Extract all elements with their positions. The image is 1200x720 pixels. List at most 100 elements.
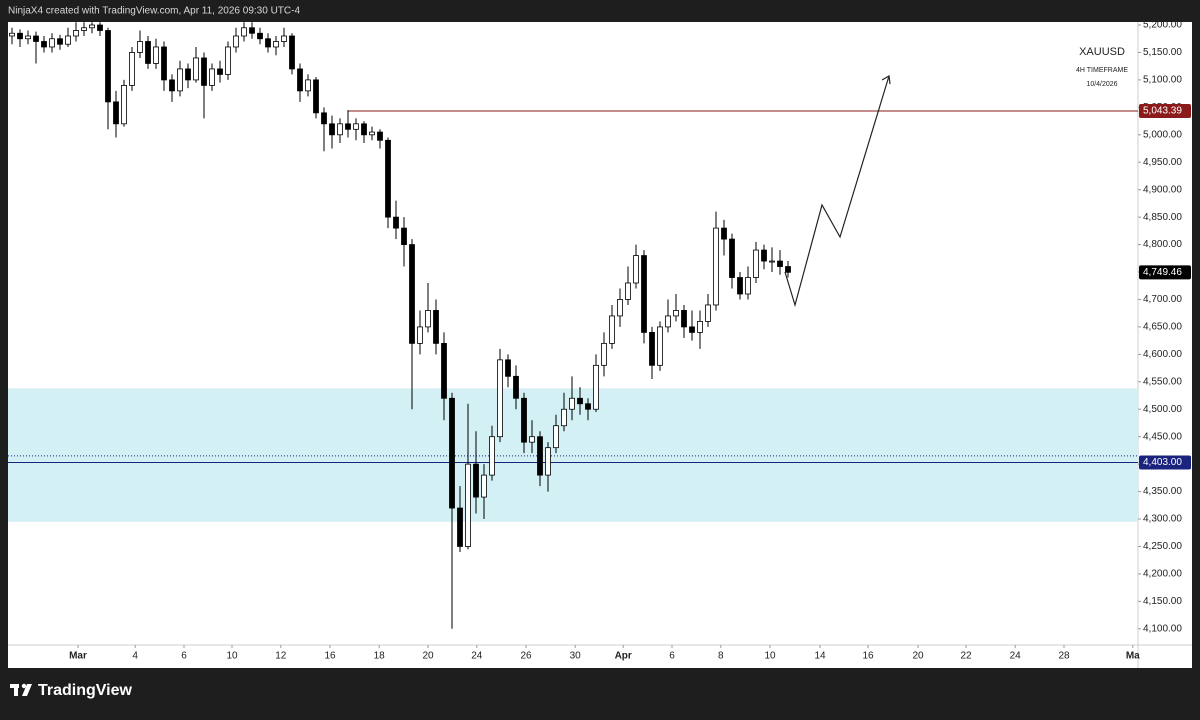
price-axis	[1138, 22, 1192, 645]
candle-body	[465, 463, 471, 547]
candle-body	[241, 27, 247, 37]
candle-body	[441, 342, 447, 399]
annotation: 4H TIMEFRAME	[1076, 67, 1128, 74]
candle-body	[65, 35, 71, 45]
brand: TradingView	[38, 682, 133, 699]
candle-body	[17, 32, 23, 40]
candle-body	[89, 24, 95, 29]
price-tag	[1139, 103, 1191, 118]
x-tick-label: 4	[132, 651, 138, 662]
candle-body	[345, 123, 351, 130]
candle-body	[617, 299, 623, 317]
x-tick-label: 30	[570, 651, 582, 662]
candle-body	[313, 79, 319, 114]
y-tick-label: 4,850.00	[1143, 212, 1182, 223]
candle-body	[257, 32, 263, 40]
x-tick-label: 16	[324, 651, 336, 662]
candle-body	[633, 255, 639, 284]
candle-body	[505, 359, 511, 377]
logo-slash	[22, 684, 32, 696]
x-tick-label: 22	[960, 651, 972, 662]
candle-body	[273, 41, 279, 48]
candle-body	[169, 79, 175, 92]
candle-body	[105, 30, 111, 103]
y-tick-label: 4,550.00	[1143, 376, 1182, 387]
y-tick-label: 5,200.00	[1143, 20, 1182, 31]
x-tick-label: 20	[422, 651, 434, 662]
price-tag	[1139, 455, 1191, 470]
candle-body	[601, 342, 607, 366]
x-tick-label: 24	[471, 651, 483, 662]
candle-body	[177, 68, 183, 92]
candle-body	[353, 123, 359, 130]
x-tick-label: 6	[669, 651, 675, 662]
candle-body	[425, 310, 431, 328]
candle-body	[545, 447, 551, 476]
candle-body	[73, 30, 79, 37]
candle-body	[489, 436, 495, 476]
x-tick-label: 18	[374, 651, 386, 662]
y-tick-label: 4,900.00	[1143, 184, 1182, 195]
y-tick-label: 5,000.00	[1143, 129, 1182, 140]
candle-body	[681, 310, 687, 328]
price-tag-label: 5,043.39	[1143, 106, 1182, 117]
projection-arrow	[784, 75, 890, 308]
candle-body	[33, 35, 39, 42]
y-tick-label: 4,250.00	[1143, 541, 1182, 552]
candle-body	[585, 403, 591, 410]
candle-body	[41, 41, 47, 48]
candle-body	[537, 436, 543, 476]
candle-body	[481, 474, 487, 498]
candle-body	[449, 397, 455, 509]
candle-body	[361, 123, 367, 136]
logo: TradingView	[10, 682, 133, 699]
candle-body	[625, 282, 631, 300]
candle-body	[561, 408, 567, 427]
arrow-head	[881, 75, 891, 85]
candle-body	[657, 326, 663, 366]
candle-body	[777, 260, 783, 267]
candle-body	[713, 227, 719, 306]
x-tick-label: Ma	[1126, 651, 1140, 662]
candle-body	[641, 255, 647, 333]
x-tick-label: 10	[764, 651, 776, 662]
candle-body	[377, 131, 383, 141]
candle-body	[49, 38, 55, 48]
x-tick-label: 24	[1010, 651, 1022, 662]
candle-body	[337, 123, 343, 136]
candle-body	[121, 84, 127, 125]
candle-body	[529, 436, 535, 443]
candle-body	[697, 321, 703, 333]
candle-body	[9, 32, 15, 37]
x-tick-label: 28	[1058, 651, 1070, 662]
candle-body	[737, 277, 743, 295]
candle-body	[25, 35, 31, 40]
candle-body	[57, 38, 63, 45]
x-tick-label: 12	[275, 651, 287, 662]
candle-body	[329, 123, 335, 136]
candle-body	[305, 79, 311, 92]
y-tick-label: 5,150.00	[1143, 47, 1182, 58]
price-tag	[1139, 265, 1191, 280]
candle-body	[129, 52, 135, 86]
candle-body	[721, 227, 727, 240]
annotation: 10/4/2026	[1086, 81, 1117, 88]
y-tick-label: 4,650.00	[1143, 322, 1182, 333]
x-tick-label: Mar	[69, 651, 87, 662]
candle-body	[153, 46, 159, 64]
candle-body	[113, 101, 119, 125]
candle-body	[689, 326, 695, 333]
y-tick-label: 4,600.00	[1143, 349, 1182, 360]
candle-body	[409, 244, 415, 344]
candle-body	[393, 216, 399, 229]
candle-body	[513, 375, 519, 399]
y-tick-label: 4,800.00	[1143, 239, 1182, 250]
x-tick-label: 8	[718, 651, 724, 662]
candle-body	[521, 397, 527, 443]
candle-body	[297, 68, 303, 92]
candle-body	[473, 463, 479, 498]
candle-body	[81, 27, 87, 31]
candle-body	[609, 315, 615, 344]
symbol-label: XAUUSD	[1079, 46, 1125, 58]
